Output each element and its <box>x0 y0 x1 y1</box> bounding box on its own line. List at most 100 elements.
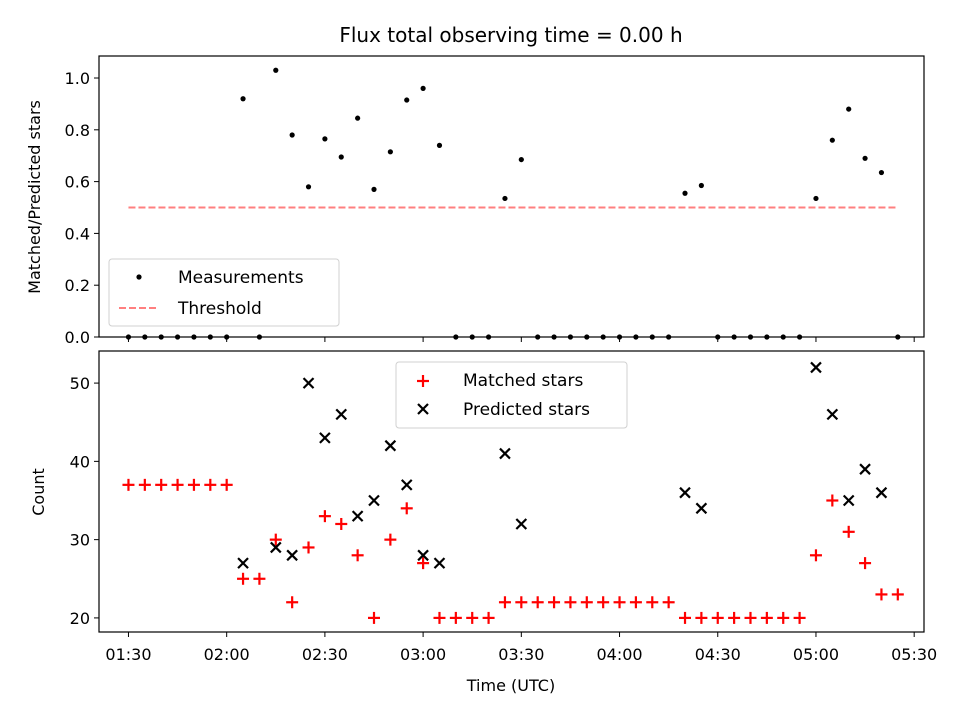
matched-star-point <box>679 611 692 624</box>
matched-star-point <box>548 596 561 609</box>
top-plot-area <box>125 67 901 340</box>
measurement-point <box>502 195 508 202</box>
matched-star-point <box>859 557 872 570</box>
matched-star-point <box>597 596 610 609</box>
measurement-point <box>846 106 852 112</box>
matched-star-point <box>711 611 724 624</box>
bottom-xtick-label: 02:30 <box>302 645 348 664</box>
matched-star-point <box>809 549 822 562</box>
matched-star-point <box>564 596 577 609</box>
matched-star-point <box>875 588 888 601</box>
matched-star-point <box>220 478 233 491</box>
measurement-point <box>371 186 377 192</box>
measurement-point <box>862 155 868 161</box>
measurement-point <box>829 137 835 143</box>
measurement-point <box>813 195 819 202</box>
measurement-point <box>698 182 704 189</box>
matched-star-point <box>335 517 348 530</box>
matched-star-point <box>433 611 446 624</box>
bottom-xtick-label: 05:30 <box>891 645 937 664</box>
measurement-point <box>404 97 410 103</box>
matched-star-point <box>237 572 250 585</box>
predicted-star-point <box>351 510 364 522</box>
predicted-star-point <box>417 549 429 562</box>
predicted-star-point <box>842 494 855 507</box>
matched-star-point <box>613 596 626 609</box>
matched-star-point <box>351 549 364 562</box>
measurement-point <box>682 190 688 196</box>
predicted-star-point <box>695 502 708 515</box>
top-legend-box <box>108 258 340 327</box>
measurement-point <box>289 132 295 138</box>
bottom-axis-ticks: 20 30 40 50 01:30 02:00 02:30 03:00 03:30 04:00 04… <box>70 374 938 664</box>
matched-star-point <box>793 611 806 624</box>
predicted-star-point <box>433 557 446 569</box>
matched-star-point <box>515 596 528 609</box>
top-legend: Measurements Threshold <box>108 258 340 327</box>
matched-star-point <box>728 611 741 624</box>
bottom-xtick-label: 03:30 <box>498 645 544 664</box>
bottom-xtick-label: 05:00 <box>793 645 839 664</box>
matched-star-point <box>187 478 200 491</box>
predicted-star-point <box>810 361 822 374</box>
matched-star-point <box>122 478 135 491</box>
matched-star-point <box>368 611 380 624</box>
bottom-xtick-label: 01:30 <box>105 645 151 664</box>
measurement-point <box>420 85 426 91</box>
matched-star-point <box>155 478 168 491</box>
matched-star-point <box>580 596 593 609</box>
bottom-xtick-label: 04:00 <box>596 645 642 664</box>
ratio-panel: Matched/Predicted stars 0.0 0.2 0.4 0.6 0.8 1… <box>25 55 925 347</box>
bottom-ytick-label: 20 <box>70 609 90 628</box>
measurement-point <box>273 67 279 73</box>
matched-star-point <box>826 494 839 507</box>
matched-star-point <box>171 478 184 491</box>
matched-star-point <box>466 611 479 624</box>
legend-measurements-label: Measurements <box>178 268 304 288</box>
measurement-point <box>322 136 328 142</box>
count-panel: Count Time (UTC) 20 30 40 50 01:30 02:00 02:30… <box>29 350 938 695</box>
legend-predicted-label: Predicted stars <box>463 400 590 420</box>
predicted-star-point <box>368 494 380 507</box>
legend-predicted-marker <box>417 403 429 415</box>
bottom-ytick-label: 50 <box>70 374 90 393</box>
measurement-point <box>240 96 246 102</box>
matched-star-point <box>760 611 773 624</box>
matched-star-point <box>498 596 511 609</box>
top-ytick-label: 0.6 <box>65 173 90 192</box>
top-ytick-label: 0.4 <box>65 224 90 243</box>
legend-measurements-marker <box>136 274 142 280</box>
top-ytick-label: 0.0 <box>65 328 90 347</box>
predicted-star-point <box>319 432 331 444</box>
matched-star-point <box>302 541 315 554</box>
top-ytick-label: 1.0 <box>65 69 90 88</box>
bottom-plot-area <box>122 361 904 624</box>
matched-star-point <box>417 557 430 570</box>
matched-star-point <box>318 510 331 523</box>
predicted-star-point <box>679 486 691 499</box>
bottom-xtick-label: 03:00 <box>400 645 446 664</box>
bottom-ytick-label: 30 <box>70 531 90 550</box>
measurement-point <box>518 156 524 163</box>
bottom-xlabel: Time (UTC) <box>466 676 555 695</box>
matched-star-point <box>384 533 397 546</box>
measurement-point <box>436 142 443 148</box>
matched-star-point <box>400 502 413 515</box>
legend-matched-label: Matched stars <box>463 371 583 391</box>
top-ytick-label: 0.8 <box>65 121 90 140</box>
matched-star-point <box>646 596 659 609</box>
top-ylabel: Matched/Predicted stars <box>25 100 44 294</box>
matched-star-point <box>286 596 299 609</box>
bottom-ytick-label: 40 <box>70 452 90 471</box>
bottom-legend: Matched stars Predicted stars <box>395 361 628 429</box>
matched-star-point <box>891 588 904 601</box>
matched-star-point <box>449 611 462 624</box>
predicted-star-point <box>826 408 839 421</box>
bottom-ylabel: Count <box>29 468 48 516</box>
matched-star-point <box>269 533 282 546</box>
bottom-xtick-label: 04:30 <box>695 645 741 664</box>
legend-threshold-label: Threshold <box>177 299 262 319</box>
bottom-axes-frame <box>98 350 925 633</box>
matched-star-point <box>744 611 757 624</box>
